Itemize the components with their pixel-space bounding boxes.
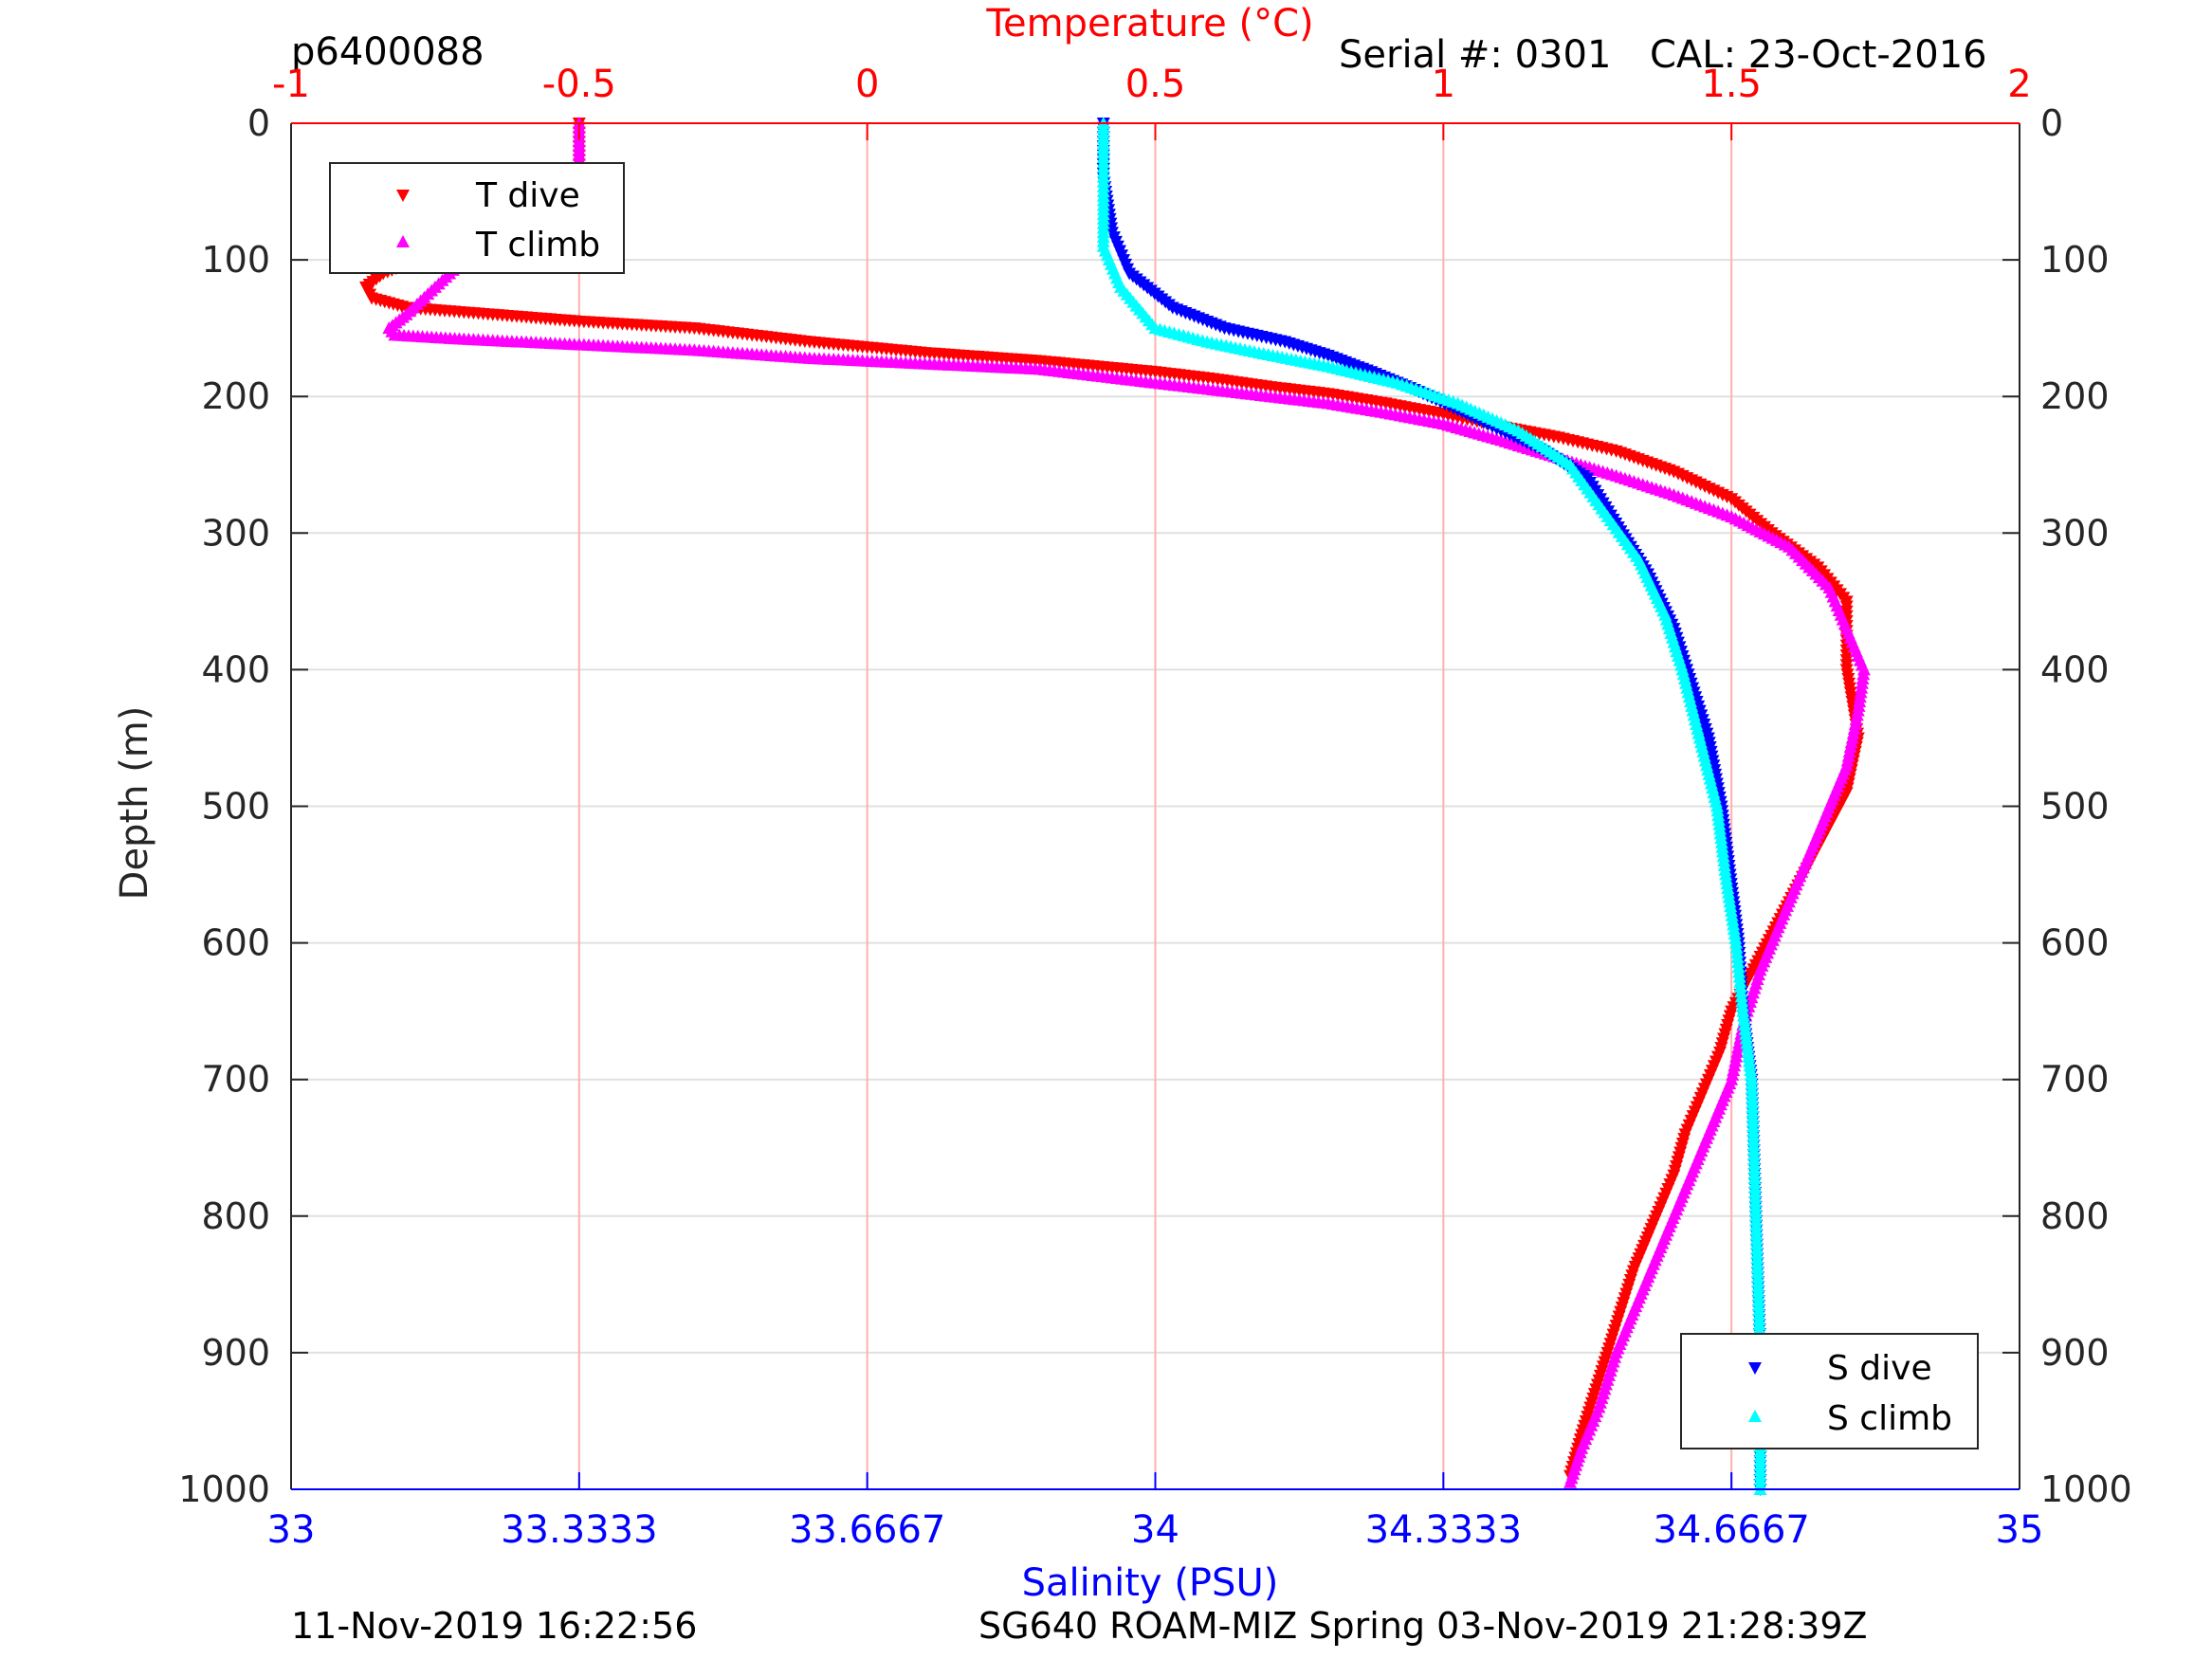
temperature-tick-label: 2 bbox=[2007, 63, 2031, 106]
depth-tick-label-right: 700 bbox=[2040, 1059, 2110, 1101]
legend-temperature-box bbox=[329, 162, 625, 274]
legend-s-climb-label: S climb bbox=[1827, 1399, 1952, 1438]
depth-tick-label-right: 100 bbox=[2040, 239, 2110, 281]
salinity-axis-title: Salinity (PSU) bbox=[1022, 1561, 1279, 1605]
depth-tick-label-left: 400 bbox=[201, 648, 270, 690]
header-id: p6400088 bbox=[291, 30, 484, 74]
depth-tick-label-left: 800 bbox=[201, 1195, 270, 1237]
data-points bbox=[358, 117, 1871, 1496]
data-point bbox=[1563, 1475, 1578, 1488]
header-serial: Serial #: 0301 bbox=[1339, 33, 1611, 77]
depth-tick-label-left: 600 bbox=[201, 922, 270, 964]
depth-tick-label-right: 500 bbox=[2040, 786, 2110, 828]
depth-tick-label-right: 0 bbox=[2040, 102, 2063, 144]
axes-frame bbox=[290, 122, 2020, 1490]
legend-t-dive-label: T dive bbox=[475, 176, 580, 215]
salinity-tick-label: 34 bbox=[1131, 1508, 1179, 1552]
depth-tick-label-left: 700 bbox=[201, 1059, 270, 1101]
salinity-tick-label: 33 bbox=[267, 1508, 316, 1552]
legend-t-climb-label: T climb bbox=[475, 226, 600, 264]
legend-s-dive-label: S dive bbox=[1827, 1349, 1932, 1388]
salinity-tick-label: 35 bbox=[1996, 1508, 2044, 1552]
temperature-tick-label: 0.5 bbox=[1125, 63, 1186, 106]
depth-tick-label-left: 0 bbox=[247, 102, 270, 144]
depth-tick-label-right: 600 bbox=[2040, 922, 2110, 964]
depth-tick-label-right: 800 bbox=[2040, 1195, 2110, 1237]
legend-t-climb-marker bbox=[396, 235, 410, 247]
depth-tick-label-left: 500 bbox=[201, 786, 270, 828]
series-s-climb bbox=[1096, 117, 1767, 1495]
header-cal: CAL: 23-Oct-2016 bbox=[1650, 33, 1987, 77]
depth-tick-label-left: 200 bbox=[201, 375, 270, 417]
temperature-tick-label: 1 bbox=[1432, 63, 1455, 106]
legend-s-climb-marker bbox=[1748, 1410, 1762, 1422]
depth-tick-label-right: 900 bbox=[2040, 1332, 2110, 1374]
grid-lines bbox=[291, 123, 2020, 1489]
footer-timestamp: 11-Nov-2019 16:22:56 bbox=[291, 1605, 697, 1647]
footer-mission: SG640 ROAM-MIZ Spring 03-Nov-2019 21:28:… bbox=[978, 1605, 1868, 1647]
depth-tick-label-right: 1000 bbox=[2040, 1468, 2132, 1510]
depth-tick-label-left: 100 bbox=[201, 239, 270, 281]
salinity-tick-label: 34.3333 bbox=[1365, 1508, 1522, 1552]
legend-t-dive-marker bbox=[396, 190, 410, 202]
temperature-tick-label: 0 bbox=[855, 63, 879, 106]
temperature-tick-label: -1 bbox=[272, 63, 310, 106]
depth-tick-label-right: 300 bbox=[2040, 512, 2110, 554]
salinity-tick-label: 33.6667 bbox=[789, 1508, 945, 1552]
tick-labels: 0 0 100 100 200 200 300 300 400 400 500 500 600 600 70… bbox=[178, 63, 2131, 1552]
salinity-tick-label: 33.3333 bbox=[501, 1508, 657, 1552]
depth-tick-label-left: 300 bbox=[201, 512, 270, 554]
temperature-axis-title: Temperature (°C) bbox=[985, 2, 1313, 46]
temperature-tick-label: -0.5 bbox=[542, 63, 616, 106]
legend-salinity: S dive S climb bbox=[1680, 1333, 1979, 1449]
legend-salinity-box bbox=[1680, 1333, 1979, 1449]
legend-s-dive-marker bbox=[1748, 1362, 1762, 1375]
temperature-tick-label: 1.5 bbox=[1701, 63, 1762, 106]
depth-tick-label-left: 900 bbox=[201, 1332, 270, 1374]
depth-tick-label-right: 400 bbox=[2040, 648, 2110, 690]
salinity-tick-label: 34.6667 bbox=[1653, 1508, 1809, 1552]
depth-tick-label-right: 200 bbox=[2040, 375, 2110, 417]
legend-temperature: T dive T climb bbox=[329, 162, 625, 274]
depth-axis-title: Depth (m) bbox=[113, 706, 156, 901]
depth-tick-label-left: 1000 bbox=[178, 1468, 270, 1510]
